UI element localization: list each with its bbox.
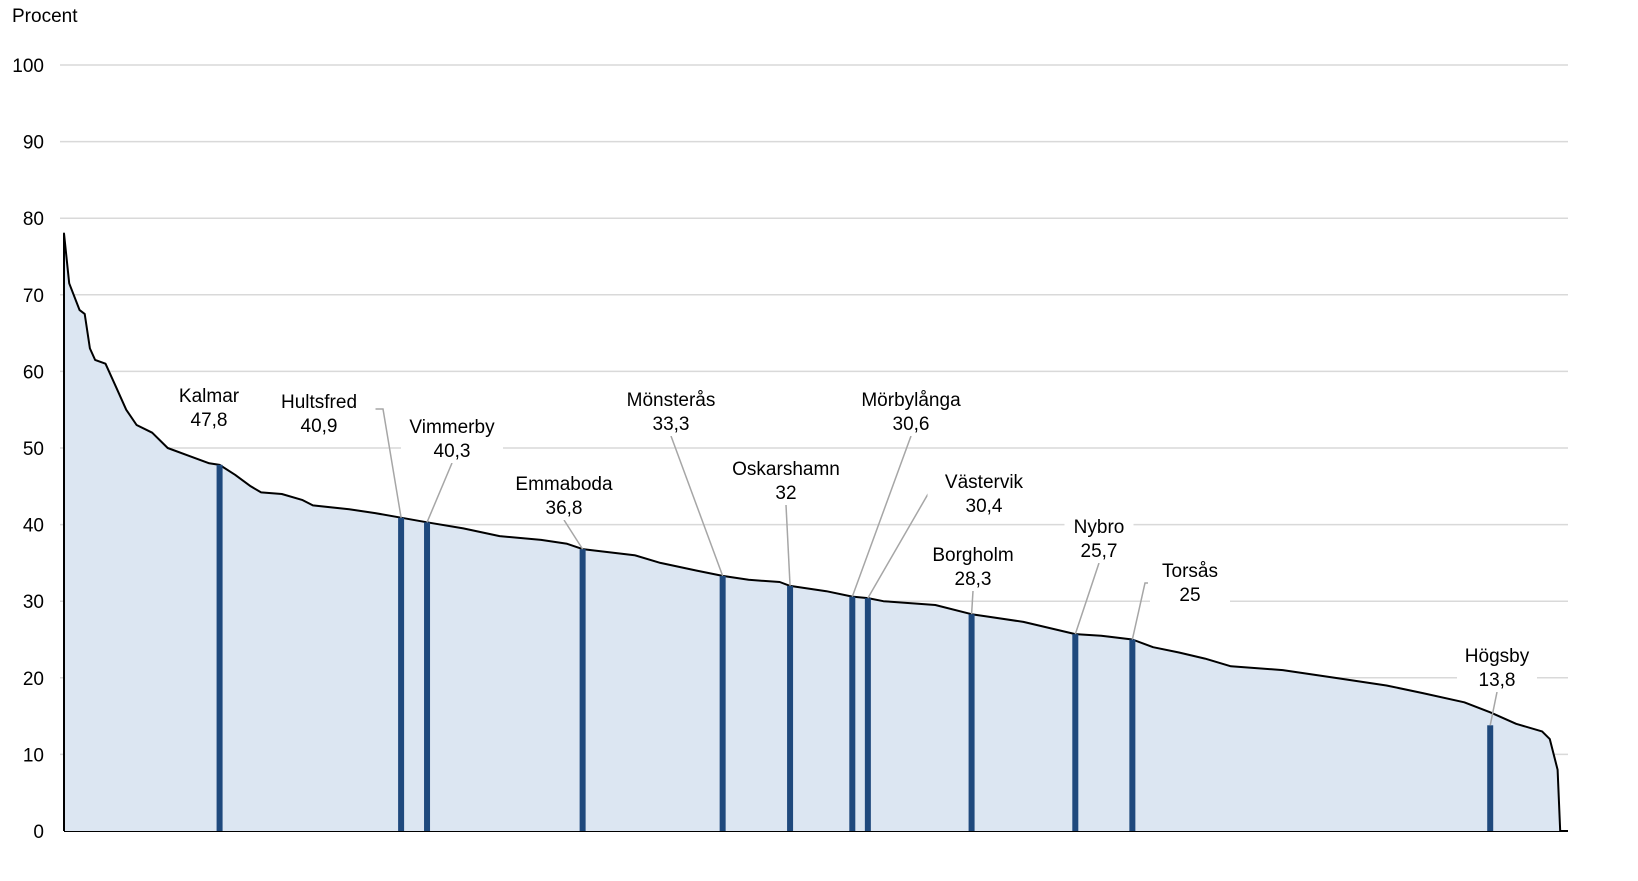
y-tick-labels: 0 10 20 30 40 50 60 70 80 90 100 — [12, 56, 44, 843]
leader-vimmerby — [426, 462, 453, 523]
label-value-vimmerby: 40,3 — [434, 441, 471, 462]
y-tick-40: 40 — [23, 516, 44, 537]
y-tick-30: 30 — [23, 592, 44, 613]
y-tick-20: 20 — [23, 669, 44, 690]
label-bg-mönsterås — [614, 386, 728, 436]
label-bg-vimmerby — [401, 413, 503, 463]
label-name-torsås: Torsås — [1162, 561, 1218, 582]
label-value-mörbylånga: 30,6 — [893, 414, 930, 435]
label-bg-hultsfred — [262, 388, 376, 438]
leader-mönsterås — [670, 435, 724, 577]
y-tick-50: 50 — [23, 439, 44, 460]
label-value-torsås: 25 — [1179, 585, 1200, 606]
bar-emmaboda — [579, 549, 586, 831]
label-bg-emmaboda — [513, 470, 615, 520]
y-tick-0: 0 — [33, 822, 44, 843]
label-name-borgholm: Borgholm — [932, 545, 1013, 566]
label-bg-mörbylånga — [849, 386, 973, 436]
label-name-mönsterås: Mönsterås — [627, 390, 716, 411]
y-tick-90: 90 — [23, 133, 44, 154]
bar-högsby — [1487, 725, 1494, 831]
label-value-hultsfred: 40,9 — [301, 416, 338, 437]
highlight-labels: Kalmar 47,8 Hultsfred 40,9 Vimmerby 40,3 Emmab… — [169, 382, 1537, 692]
label-name-oskarshamn: Oskarshamn — [732, 459, 840, 480]
label-name-hultsfred: Hultsfred — [281, 392, 357, 413]
label-value-oskarshamn: 32 — [775, 483, 796, 504]
leader-nybro — [1074, 562, 1100, 635]
bar-kalmar — [216, 464, 223, 831]
bar-västervik — [864, 598, 871, 831]
label-bg-borgholm — [922, 541, 1024, 591]
label-bg-torsås — [1150, 557, 1230, 607]
label-name-vimmerby: Vimmerby — [409, 417, 495, 438]
leader-emmaboda — [563, 519, 584, 550]
bar-oskarshamn — [787, 585, 794, 831]
bar-nybro — [1072, 634, 1079, 831]
y-tick-60: 60 — [23, 362, 44, 383]
label-bg-oskarshamn — [724, 455, 848, 505]
label-value-nybro: 25,7 — [1081, 541, 1118, 562]
label-value-västervik: 30,4 — [966, 496, 1003, 517]
label-bg-västervik — [927, 468, 1041, 518]
label-value-högsby: 13,8 — [1479, 670, 1516, 691]
label-name-västervik: Västervik — [945, 472, 1024, 493]
label-bg-nybro — [1064, 513, 1134, 563]
leader-torsås — [1131, 582, 1148, 640]
label-value-emmaboda: 36,8 — [546, 498, 583, 519]
label-name-kalmar: Kalmar — [179, 386, 240, 407]
label-value-mönsterås: 33,3 — [653, 414, 690, 435]
label-name-mörbylånga: Mörbylånga — [861, 390, 961, 411]
y-tick-80: 80 — [23, 209, 44, 230]
leader-högsby — [1489, 691, 1498, 726]
leader-mörbylånga — [851, 435, 912, 597]
leader-lines — [367, 408, 1498, 726]
label-bg-högsby — [1457, 642, 1537, 692]
label-value-kalmar: 47,8 — [191, 410, 228, 431]
bar-borgholm — [968, 614, 975, 831]
leader-oskarshamn — [785, 504, 791, 586]
distribution-outline — [63, 232, 1568, 832]
leader-borgholm — [970, 590, 974, 615]
y-tick-100: 100 — [12, 56, 44, 77]
y-axis-label: Procent — [12, 6, 78, 27]
bar-vimmerby — [424, 522, 431, 831]
label-name-nybro: Nybro — [1074, 517, 1125, 538]
bar-hultsfred — [398, 517, 405, 831]
bar-mönsterås — [719, 575, 726, 831]
distribution-area — [64, 233, 1568, 831]
label-value-borgholm: 28,3 — [955, 569, 992, 590]
bar-mörbylånga — [849, 596, 856, 831]
label-name-emmaboda: Emmaboda — [515, 474, 613, 495]
bar-torsås — [1129, 639, 1136, 831]
y-tick-10: 10 — [23, 745, 44, 766]
y-tick-70: 70 — [23, 286, 44, 307]
highlight-bars — [216, 464, 1494, 831]
label-bg-kalmar — [169, 382, 249, 432]
label-name-högsby: Högsby — [1465, 646, 1530, 667]
